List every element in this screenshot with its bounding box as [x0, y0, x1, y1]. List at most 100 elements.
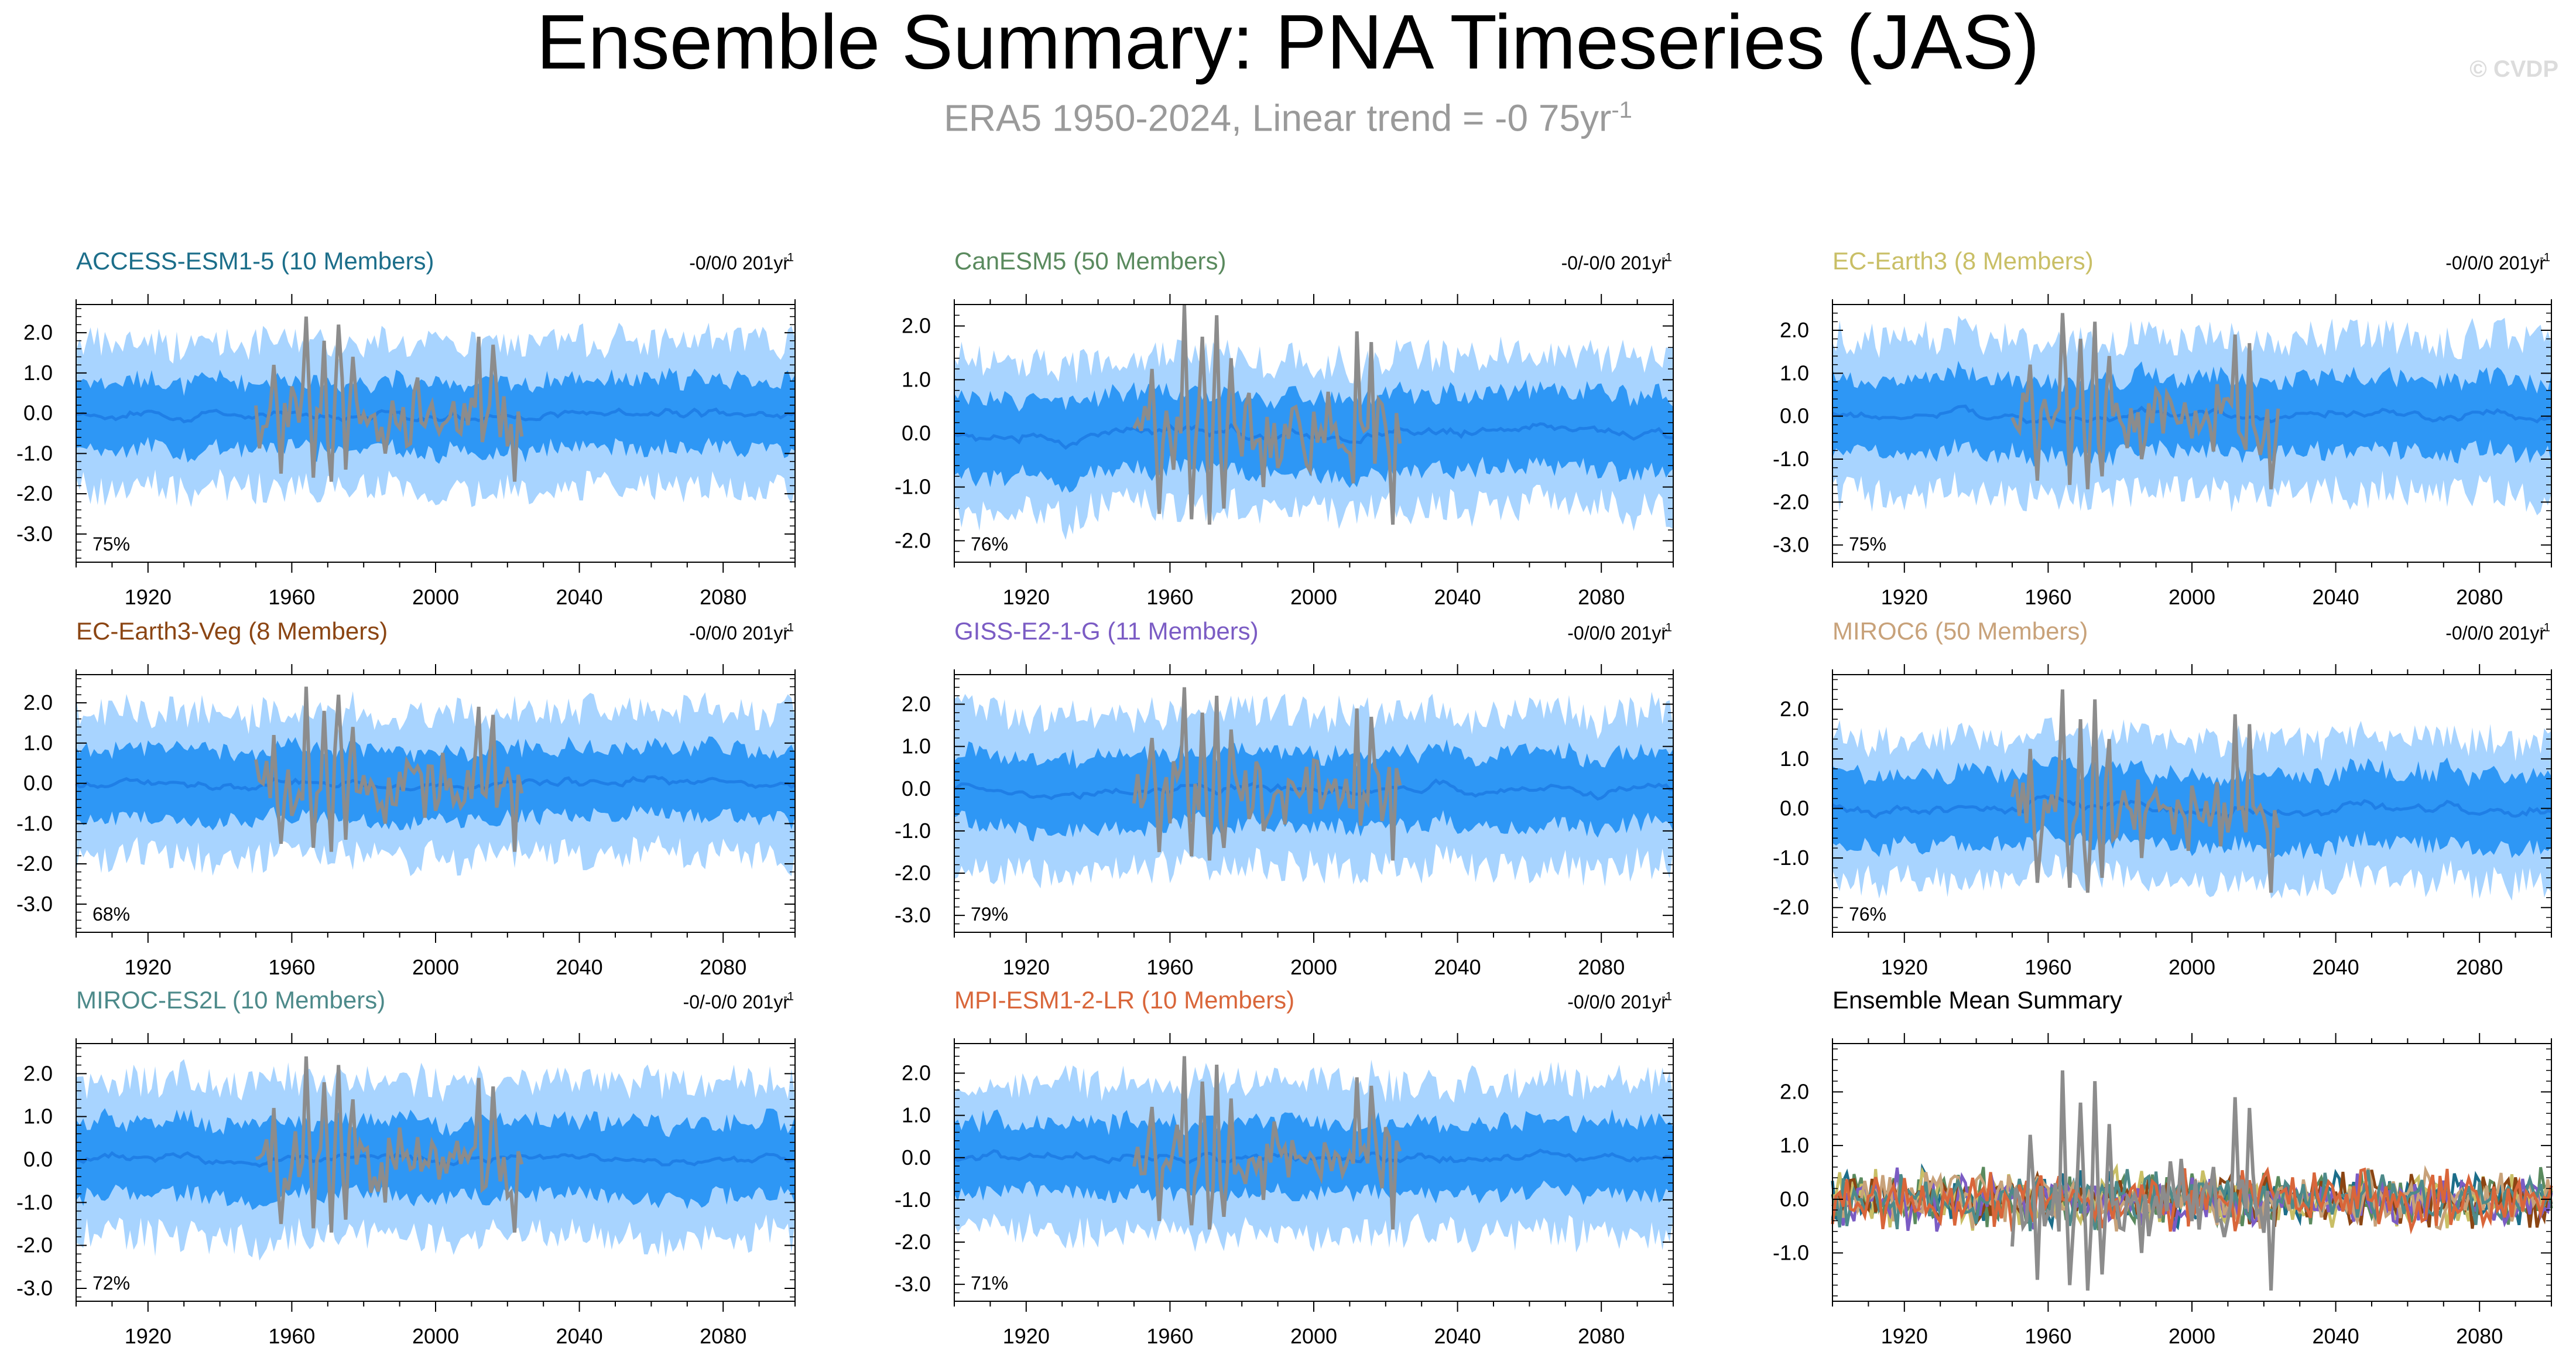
y-tick-label: -1.0 — [895, 1188, 931, 1212]
percent-label: 68% — [93, 904, 130, 925]
percent-label: 72% — [93, 1273, 130, 1294]
subtitle-superscript: -1 — [1611, 97, 1632, 123]
x-tick-label: 1960 — [268, 585, 315, 609]
percent-label: 75% — [1849, 533, 1886, 555]
y-tick-label: 1.0 — [1780, 1133, 1809, 1157]
x-tick-label: 2040 — [2313, 1324, 2359, 1348]
panel-title: ACCESS-ESM1-5 (10 Members) — [76, 247, 434, 275]
y-tick-label: 0.0 — [902, 777, 931, 801]
panel-3: EC-Earth3 (8 Members) -0/0/0 201yr-1 2.0 1.… — [1773, 247, 2552, 609]
x-tick-label: 1920 — [1881, 1324, 1928, 1348]
y-tick-label: -3.0 — [895, 903, 931, 927]
subtitle-text: ERA5 1950-2024, Linear trend = -0 75yr — [944, 97, 1612, 139]
figure-subtitle: ERA5 1950-2024, Linear trend = -0 75yr-1 — [0, 98, 2576, 136]
trend-label: -0/0/0 201yr — [2445, 623, 2546, 644]
y-tick-label: 1.0 — [23, 1104, 53, 1128]
y-tick-label: -2.0 — [16, 1233, 53, 1257]
y-tick-label: 0.0 — [1780, 404, 1809, 428]
percent-label: 75% — [93, 533, 130, 555]
y-tick-label: -2.0 — [1773, 895, 1809, 919]
y-tick-label: -2.0 — [1773, 490, 1809, 514]
y-tick-label: 0.0 — [23, 1147, 53, 1171]
x-tick-label: 2080 — [700, 585, 746, 609]
ensemble-mean-line — [953, 778, 1674, 801]
panel-9: Ensemble Mean Summary 2.0 1.0 0.0 -1.0 1920 19… — [1773, 986, 2553, 1348]
x-tick-label: 2080 — [1578, 955, 1625, 979]
x-tick-label: 1960 — [2025, 1324, 2071, 1348]
trend-label: -0/0/0 201yr — [1567, 991, 1667, 1013]
x-tick-label: 2080 — [1578, 585, 1625, 609]
trend-label: -0/0/0 201yr — [689, 252, 789, 273]
x-tick-label: 1960 — [2025, 955, 2071, 979]
x-tick-label: 2000 — [2169, 585, 2215, 609]
panel-title: MIROC-ES2L (10 Members) — [76, 986, 385, 1014]
x-tick-label: 1920 — [125, 1324, 172, 1348]
trend-label: -0/-0/0 201yr — [1561, 252, 1668, 273]
x-tick-label: 2080 — [700, 1324, 746, 1348]
x-tick-label: 1960 — [268, 1324, 315, 1348]
y-tick-label: 0.0 — [23, 401, 53, 425]
y-tick-label: 1.0 — [902, 734, 931, 758]
x-tick-label: 1920 — [1003, 955, 1050, 979]
y-tick-label: -1.0 — [16, 441, 53, 465]
x-tick-label: 1960 — [268, 955, 315, 979]
panel-title: EC-Earth3-Veg (8 Members) — [76, 617, 388, 645]
x-tick-label: 1960 — [1146, 955, 1193, 979]
y-tick-label: 1.0 — [902, 367, 931, 391]
observation-line-era5 — [1132, 687, 1402, 861]
trend-superscript: -1 — [783, 990, 794, 1003]
x-tick-label: 2000 — [1290, 1324, 1337, 1348]
trend-superscript: -1 — [2540, 251, 2550, 264]
y-tick-label: -1.0 — [16, 811, 53, 835]
observation-line-era5 — [2010, 313, 2280, 490]
x-tick-label: 1920 — [125, 955, 172, 979]
panel-1: ACCESS-ESM1-5 (10 Members) -0/0/0 201yr-1… — [16, 247, 796, 609]
y-tick-label: 0.0 — [1780, 1187, 1809, 1211]
trend-superscript: -1 — [1662, 251, 1672, 264]
y-tick-label: 0.0 — [902, 421, 931, 445]
trend-superscript: -1 — [783, 621, 794, 634]
panel-8: MPI-ESM1-2-LR (10 Members) -0/0/0 201yr-1… — [895, 986, 1674, 1348]
x-tick-label: 2040 — [2313, 585, 2359, 609]
y-tick-label: 1.0 — [1780, 361, 1809, 385]
series-line-mpi-esm1-2-lr — [1831, 1166, 2553, 1234]
y-tick-label: -3.0 — [1773, 533, 1809, 557]
observation-line-era5 — [2010, 1070, 2280, 1291]
y-tick-label: 0.0 — [23, 771, 53, 795]
y-tick-label: 2.0 — [23, 690, 53, 714]
y-tick-label: -2.0 — [895, 528, 931, 552]
y-tick-label: -2.0 — [895, 1230, 931, 1254]
y-tick-label: 1.0 — [23, 361, 53, 385]
y-tick-label: -3.0 — [16, 522, 53, 546]
y-tick-label: 2.0 — [23, 320, 53, 344]
x-tick-label: 2040 — [1434, 955, 1481, 979]
x-tick-label: 1920 — [125, 585, 172, 609]
y-tick-label: 1.0 — [1780, 747, 1809, 771]
x-tick-label: 2080 — [700, 955, 746, 979]
y-tick-label: 2.0 — [902, 1061, 931, 1085]
x-tick-label: 2000 — [1290, 585, 1337, 609]
ensemble-mean-line — [1832, 404, 2552, 425]
panel-title: Ensemble Mean Summary — [1832, 986, 2122, 1014]
observation-line-era5 — [254, 686, 524, 852]
trend-label: -0/-0/0 201yr — [683, 991, 790, 1013]
x-tick-label: 1960 — [2025, 585, 2071, 609]
y-tick-label: -1.0 — [1773, 447, 1809, 471]
percent-label: 79% — [971, 904, 1008, 925]
observation-line-era5 — [2010, 689, 2280, 893]
x-tick-label: 1920 — [1003, 1324, 1050, 1348]
x-tick-label: 2000 — [412, 585, 459, 609]
trend-superscript: -1 — [783, 251, 794, 264]
x-tick-label: 2040 — [556, 1324, 603, 1348]
y-tick-label: 2.0 — [23, 1061, 53, 1085]
x-tick-label: 2040 — [556, 585, 603, 609]
cvdp-watermark: © CVDP — [2469, 56, 2558, 82]
x-tick-label: 1960 — [1146, 585, 1193, 609]
y-tick-label: -1.0 — [895, 819, 931, 843]
y-tick-label: 1.0 — [902, 1103, 931, 1127]
x-tick-label: 2080 — [2456, 1324, 2503, 1348]
percent-label: 76% — [971, 533, 1008, 555]
x-tick-label: 2040 — [2313, 955, 2359, 979]
observation-line-era5 — [254, 316, 524, 482]
